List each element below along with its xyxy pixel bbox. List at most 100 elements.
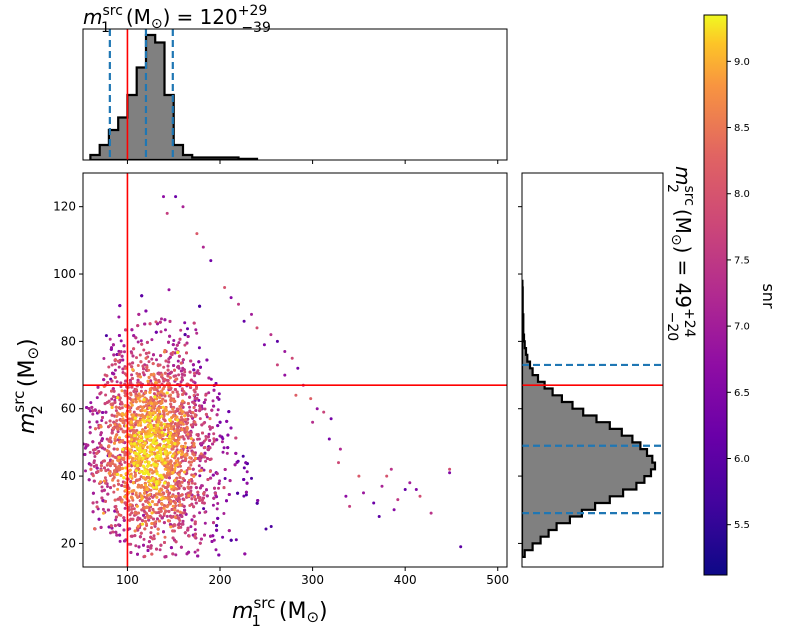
scatter-point — [148, 450, 152, 454]
scatter-point — [214, 382, 218, 385]
scatter-point — [241, 454, 245, 458]
scatter-point — [111, 387, 115, 391]
scatter-point — [122, 528, 126, 532]
scatter-point — [111, 459, 115, 463]
scatter-point — [193, 535, 197, 539]
scatter-point — [114, 507, 118, 511]
scatter-point — [181, 205, 185, 209]
scatter-point — [226, 446, 230, 450]
scatter-point — [188, 410, 192, 414]
scatter-point — [150, 338, 154, 342]
scatter-point — [101, 507, 105, 511]
scatter-point — [139, 475, 143, 479]
scatter-point — [113, 400, 117, 404]
scatter-point — [100, 496, 104, 500]
scatter-point — [223, 468, 227, 471]
scatter-point — [177, 341, 181, 345]
scatter-point — [117, 455, 121, 459]
scatter-point — [199, 442, 203, 446]
scatter-point — [116, 510, 119, 514]
scatter-point — [141, 503, 145, 507]
scatter-point — [193, 528, 197, 532]
scatter-point — [218, 420, 222, 424]
scatter-point — [142, 367, 145, 371]
scatter-point — [92, 461, 96, 464]
scatter-point — [129, 551, 133, 554]
scatter-point — [127, 427, 131, 431]
scatter-point — [156, 364, 160, 368]
scatter-point — [124, 366, 128, 370]
scatter-point — [192, 371, 196, 375]
scatter-point — [154, 320, 158, 324]
scatter-point — [136, 511, 140, 515]
scatter-point — [173, 388, 177, 391]
scatter-point — [191, 363, 195, 367]
scatter-point — [408, 481, 412, 485]
scatter-point — [129, 534, 133, 538]
scatter-point — [459, 545, 463, 549]
scatter-point — [108, 337, 112, 341]
scatter-point — [117, 513, 121, 517]
scatter-point — [113, 368, 117, 372]
scatter-point — [178, 484, 182, 487]
scatter-point — [182, 437, 186, 441]
scatter-point — [186, 432, 190, 436]
scatter-point — [124, 481, 127, 485]
scatter-point — [104, 393, 108, 397]
scatter-point — [175, 415, 179, 419]
scatter-point — [140, 484, 144, 487]
scatter-point — [207, 432, 211, 436]
scatter-point — [99, 391, 103, 395]
scatter-point — [99, 444, 103, 448]
scatter-point — [147, 351, 151, 355]
scatter-point — [202, 401, 206, 404]
scatter-point — [119, 339, 123, 343]
scatter-point — [182, 486, 186, 490]
scatter-point — [151, 507, 155, 511]
scatter-point — [392, 508, 396, 512]
scatter-point — [189, 437, 193, 441]
scatter-point — [87, 420, 91, 424]
scatter-point — [154, 381, 158, 385]
scatter-point — [245, 470, 249, 474]
scatter-point — [154, 477, 158, 481]
scatter-point — [176, 364, 180, 368]
scatter-point — [144, 356, 148, 360]
scatter-point — [198, 474, 202, 478]
scatter-point — [158, 410, 161, 414]
scatter-point — [118, 467, 122, 471]
scatter-point — [173, 467, 177, 471]
scatter-point — [148, 509, 151, 512]
scatter-point — [116, 497, 120, 501]
scatter-point — [93, 527, 97, 531]
scatter-point — [215, 472, 219, 476]
scatter-point — [222, 486, 226, 490]
scatter-point — [154, 469, 158, 473]
scatter-point — [165, 505, 169, 509]
scatter-point — [168, 523, 172, 526]
scatter-point — [129, 455, 132, 459]
scatter-point — [216, 396, 220, 399]
scatter-point — [181, 358, 185, 362]
scatter-point — [112, 353, 116, 357]
scatter-point — [176, 509, 180, 513]
scatter-point — [204, 435, 208, 438]
scatter-point — [188, 395, 192, 399]
scatter-point — [171, 485, 175, 489]
scatter-point — [166, 469, 170, 473]
scatter-point — [172, 364, 176, 367]
scatter-point — [204, 437, 208, 441]
scatter-point — [95, 420, 99, 424]
scatter-point — [199, 468, 203, 472]
scatter-point — [255, 326, 259, 330]
scatter-point — [107, 399, 111, 403]
scatter-point — [197, 464, 201, 468]
scatter-point — [144, 404, 148, 408]
scatter-point — [150, 526, 153, 530]
scatter-point — [167, 424, 171, 428]
scatter-point — [118, 407, 122, 411]
scatter-point — [158, 514, 162, 518]
scatter-point — [275, 363, 279, 367]
scatter-point — [131, 481, 135, 485]
scatter-point — [161, 484, 165, 488]
